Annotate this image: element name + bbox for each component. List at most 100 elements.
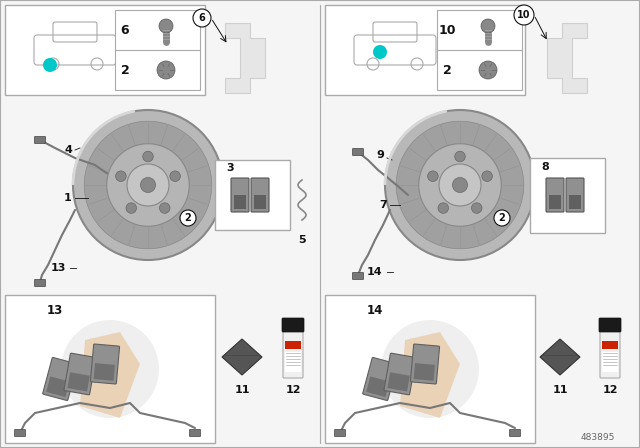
Circle shape — [143, 151, 153, 162]
FancyBboxPatch shape — [282, 318, 304, 332]
Circle shape — [494, 210, 510, 226]
FancyBboxPatch shape — [600, 321, 620, 378]
Text: 2: 2 — [120, 64, 129, 77]
FancyBboxPatch shape — [335, 430, 346, 436]
Bar — [46, 376, 70, 397]
Text: 10: 10 — [517, 10, 531, 20]
Bar — [325, 5, 525, 95]
Circle shape — [159, 203, 170, 213]
Polygon shape — [80, 332, 140, 418]
Polygon shape — [400, 332, 460, 418]
Circle shape — [159, 19, 173, 33]
Text: 2: 2 — [499, 213, 506, 223]
Text: 3: 3 — [226, 163, 234, 173]
Text: 10: 10 — [438, 23, 456, 36]
Bar — [387, 372, 410, 392]
Bar — [549, 195, 561, 209]
Bar — [602, 352, 618, 372]
FancyBboxPatch shape — [64, 353, 96, 395]
FancyBboxPatch shape — [35, 137, 45, 143]
FancyBboxPatch shape — [15, 430, 26, 436]
Text: 12: 12 — [285, 385, 301, 395]
Bar — [215, 160, 290, 230]
Text: 5: 5 — [298, 235, 306, 245]
Bar — [234, 195, 246, 209]
Circle shape — [452, 177, 467, 193]
Circle shape — [84, 121, 212, 249]
Circle shape — [481, 19, 495, 33]
Circle shape — [385, 110, 535, 260]
Circle shape — [373, 45, 387, 59]
Circle shape — [170, 171, 180, 181]
Circle shape — [482, 171, 492, 181]
FancyBboxPatch shape — [353, 272, 364, 280]
Circle shape — [472, 203, 482, 213]
Polygon shape — [225, 23, 265, 93]
FancyBboxPatch shape — [189, 430, 200, 436]
FancyBboxPatch shape — [43, 358, 77, 401]
Circle shape — [455, 151, 465, 162]
Text: 6: 6 — [121, 23, 129, 36]
Circle shape — [141, 177, 156, 193]
Circle shape — [419, 144, 501, 226]
Circle shape — [193, 9, 211, 27]
Text: 2: 2 — [184, 213, 191, 223]
Text: 11: 11 — [552, 385, 568, 395]
FancyBboxPatch shape — [599, 318, 621, 332]
FancyBboxPatch shape — [231, 178, 249, 212]
FancyBboxPatch shape — [283, 321, 303, 378]
Circle shape — [514, 5, 534, 25]
Text: 14: 14 — [367, 267, 383, 277]
Circle shape — [127, 164, 169, 206]
Bar — [437, 10, 522, 90]
Bar — [325, 295, 535, 443]
Bar — [530, 158, 605, 233]
Text: 9: 9 — [376, 150, 384, 160]
Bar — [254, 195, 266, 209]
Circle shape — [439, 164, 481, 206]
Bar — [93, 363, 115, 381]
Polygon shape — [547, 23, 587, 93]
Circle shape — [180, 210, 196, 226]
Polygon shape — [540, 339, 580, 375]
Bar — [285, 352, 301, 372]
Bar — [366, 376, 390, 397]
FancyBboxPatch shape — [90, 344, 120, 384]
Circle shape — [396, 121, 524, 249]
Bar — [5, 295, 215, 443]
Bar — [285, 341, 301, 349]
Polygon shape — [222, 339, 262, 375]
FancyBboxPatch shape — [509, 430, 520, 436]
Circle shape — [73, 110, 223, 260]
Text: 14: 14 — [367, 303, 383, 316]
Text: 12: 12 — [602, 385, 618, 395]
Text: 4: 4 — [64, 145, 72, 155]
Bar — [413, 363, 435, 381]
Circle shape — [428, 171, 438, 181]
Text: 8: 8 — [541, 162, 549, 172]
Circle shape — [381, 320, 479, 418]
Text: 483895: 483895 — [580, 433, 615, 442]
Bar — [115, 10, 200, 90]
Circle shape — [43, 58, 57, 72]
Circle shape — [157, 61, 175, 79]
FancyBboxPatch shape — [363, 358, 397, 401]
Circle shape — [61, 320, 159, 418]
Circle shape — [126, 203, 136, 213]
Bar — [602, 341, 618, 349]
FancyBboxPatch shape — [546, 178, 564, 212]
Circle shape — [116, 171, 126, 181]
FancyBboxPatch shape — [384, 353, 416, 395]
Circle shape — [479, 61, 497, 79]
Circle shape — [438, 203, 449, 213]
Text: 7: 7 — [379, 200, 387, 210]
Text: 13: 13 — [51, 263, 66, 273]
FancyBboxPatch shape — [251, 178, 269, 212]
FancyBboxPatch shape — [566, 178, 584, 212]
FancyBboxPatch shape — [353, 148, 364, 155]
Text: 13: 13 — [47, 303, 63, 316]
Bar — [5, 5, 205, 95]
FancyBboxPatch shape — [35, 280, 45, 287]
Text: 2: 2 — [443, 64, 451, 77]
Bar — [67, 372, 90, 392]
